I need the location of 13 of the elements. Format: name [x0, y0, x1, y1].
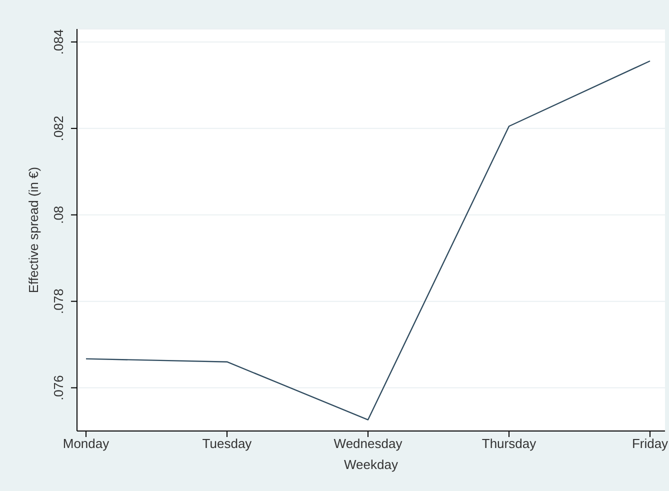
x-tick-label: Thursday [482, 436, 537, 452]
y-tick-label: .078 [51, 288, 66, 314]
x-tick-label: Monday [62, 436, 110, 452]
y-tick-label: .084 [51, 29, 66, 55]
x-tick-label: Tuesday [202, 436, 252, 452]
x-tick-label: Friday [632, 436, 669, 452]
x-axis-title: Weekday [344, 457, 398, 472]
y-tick-label: .08 [51, 206, 66, 224]
y-tick-label: .082 [51, 116, 66, 142]
line-series [85, 60, 651, 420]
x-tick-label: Wednesday [334, 436, 403, 452]
y-axis-title: Effective spread (in €) [26, 166, 41, 294]
y-tick-label: .076 [51, 375, 66, 400]
